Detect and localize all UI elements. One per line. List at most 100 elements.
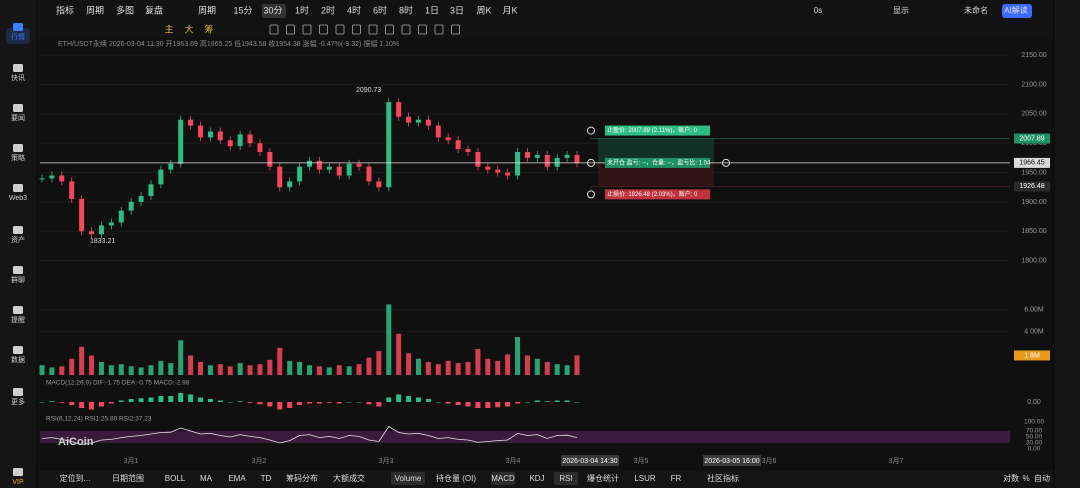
tool-icon[interactable]: [401, 24, 411, 35]
candle: [406, 116, 412, 123]
indicator[interactable]: 爆仓统计: [587, 473, 619, 483]
period[interactable]: 4时: [347, 4, 361, 15]
handle[interactable]: [722, 158, 730, 167]
ai-button[interactable]: [1002, 4, 1032, 18]
tool-icon[interactable]: [302, 24, 312, 35]
sidebar-label[interactable]: VIP: [12, 479, 24, 486]
order-tag[interactable]: [605, 125, 710, 136]
tool-icon[interactable]: [385, 24, 394, 35]
indicator[interactable]: 持仓量 (OI): [436, 473, 476, 483]
toolbar-right[interactable]: 未命名: [964, 5, 988, 15]
candle: [257, 143, 263, 153]
period[interactable]: 15分: [233, 5, 252, 15]
bottom-left[interactable]: 定位到...: [60, 473, 91, 483]
period[interactable]: 30分: [263, 5, 282, 15]
sidebar-label[interactable]: 更多: [11, 397, 25, 406]
sidebar-icon[interactable]: [13, 388, 23, 396]
bottom-right[interactable]: 对数: [1003, 473, 1019, 483]
sidebar-label[interactable]: 要闻: [11, 113, 25, 122]
candle: [455, 140, 461, 150]
toolbar-item[interactable]: 多图: [116, 4, 134, 15]
sidebar-label[interactable]: 资产: [11, 235, 25, 244]
volume-bar: [366, 357, 372, 375]
indicator[interactable]: KDJ: [529, 474, 544, 483]
sidebar-label[interactable]: 群聊: [11, 275, 25, 284]
tool-icon[interactable]: [335, 24, 345, 35]
sidebar-label[interactable]: 快讯: [11, 73, 25, 82]
indicator[interactable]: LSUR: [634, 474, 656, 483]
order-tag[interactable]: [605, 157, 710, 168]
tool-icon[interactable]: [418, 24, 427, 35]
sidebar-label[interactable]: Web3: [9, 195, 27, 202]
indicator[interactable]: MA: [200, 474, 213, 483]
period[interactable]: 周K: [476, 5, 491, 15]
indicator[interactable]: EMA: [228, 474, 246, 483]
indicator[interactable]: FR: [671, 474, 682, 483]
toolbar-right[interactable]: 0s: [814, 6, 822, 15]
toolbar2-item[interactable]: 主: [164, 23, 173, 34]
tool-icon[interactable]: [368, 24, 378, 35]
toolbar2-item[interactable]: 筹: [204, 23, 213, 34]
indicator[interactable]: 大额成交: [333, 473, 365, 483]
macd-bar: [455, 402, 461, 405]
indicator[interactable]: TD: [261, 474, 272, 483]
indicator[interactable]: MACD: [491, 474, 515, 483]
indicator[interactable]: RSI: [559, 474, 572, 483]
sidebar-icon[interactable]: [13, 104, 23, 112]
tool-icon[interactable]: [434, 24, 444, 35]
sl-zone: [598, 162, 714, 187]
sidebar-icon[interactable]: [13, 144, 23, 152]
sidebar-icon[interactable]: [13, 346, 23, 354]
sidebar-icon[interactable]: [13, 226, 23, 234]
handle[interactable]: [587, 126, 595, 135]
period[interactable]: 1时: [295, 4, 309, 15]
candle: [465, 149, 471, 153]
handle[interactable]: [587, 158, 595, 167]
toolbar-item[interactable]: 周期: [86, 5, 104, 15]
sidebar-icon[interactable]: [13, 306, 23, 314]
sidebar-icon[interactable]: [13, 266, 23, 274]
bottom-left[interactable]: 日期范围: [112, 473, 144, 483]
bottom-right[interactable]: %: [1022, 474, 1029, 483]
sidebar-icon[interactable]: [13, 64, 23, 72]
tool-icon[interactable]: [451, 24, 460, 35]
period[interactable]: 月K: [502, 5, 517, 15]
toolbar-right[interactable]: AI解读: [1004, 5, 1028, 15]
macd-bar: [49, 401, 55, 402]
tool-icon[interactable]: [286, 24, 295, 35]
indicator[interactable]: 社区指标: [707, 473, 739, 483]
period[interactable]: 2时: [321, 4, 335, 15]
tool-icon[interactable]: [319, 24, 328, 35]
toolbar2-item[interactable]: 大: [184, 23, 193, 34]
tool-icon[interactable]: [269, 24, 279, 35]
sidebar-icon[interactable]: [13, 23, 23, 31]
toolbar-right[interactable]: 显示: [893, 6, 909, 15]
sidebar-icon[interactable]: [13, 184, 23, 192]
toolbar-item[interactable]: 指标: [56, 4, 74, 15]
toolbar-item[interactable]: 复盘: [145, 4, 163, 15]
macd-bar: [267, 402, 273, 407]
indicator[interactable]: BOLL: [165, 474, 186, 483]
sidebar-label[interactable]: 提醒: [11, 315, 25, 324]
sidebar-icon[interactable]: [13, 468, 23, 476]
handle[interactable]: [587, 190, 595, 199]
macd-bar: [356, 402, 362, 403]
macd-label: MACD(12,26,9) DIF:-1.75 DEA:-0.75 MACD:-…: [46, 380, 190, 387]
tool-icon[interactable]: [352, 24, 361, 35]
period[interactable]: 1日: [425, 5, 439, 15]
indicator[interactable]: 筹码分布: [286, 473, 318, 483]
toolbar-item[interactable]: 周期: [198, 5, 216, 15]
indicator[interactable]: Volume: [395, 474, 422, 483]
sidebar-label[interactable]: 数据: [11, 355, 25, 364]
order-tag[interactable]: [605, 189, 710, 200]
candle: [277, 166, 283, 188]
sidebar-label[interactable]: 策略: [11, 153, 25, 162]
bottom-right[interactable]: 自动: [1034, 473, 1050, 483]
period[interactable]: 3日: [450, 5, 464, 15]
period[interactable]: 8时: [399, 4, 413, 15]
period[interactable]: 6时: [373, 4, 387, 15]
candle: [346, 163, 352, 176]
candle: [574, 154, 580, 164]
order-text: 止盈价: 2007.89 (2.11%)，账户: 0: [607, 126, 698, 134]
sidebar-label[interactable]: 行情: [11, 32, 25, 41]
